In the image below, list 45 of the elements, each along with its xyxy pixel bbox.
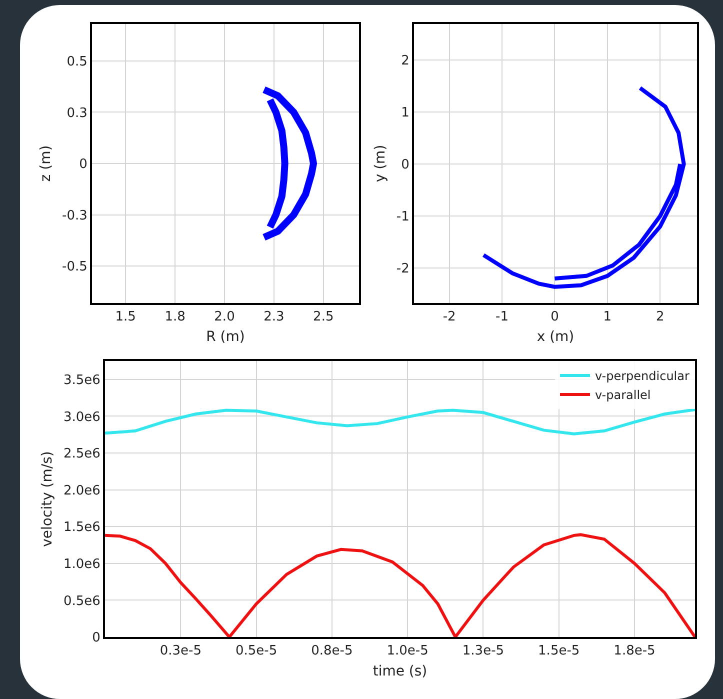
y-axis-title: y (m) bbox=[372, 144, 389, 182]
y-tick-label: -2 bbox=[396, 262, 410, 277]
y-tick-label: 0 bbox=[79, 157, 88, 172]
x-tick-label: 1.8 bbox=[164, 310, 186, 325]
x-tick-label: 2.0 bbox=[214, 310, 235, 325]
x-tick-label: -1 bbox=[496, 310, 508, 325]
y-tick-label: 1 bbox=[401, 106, 410, 121]
y-tick-label: 0.3 bbox=[66, 106, 88, 121]
legend-label: v-parallel bbox=[595, 388, 651, 402]
y-tick-label: -0.5 bbox=[62, 260, 88, 275]
x-axis-title: x (m) bbox=[536, 329, 574, 345]
x-tick-label: 0 bbox=[550, 310, 559, 325]
x-tick-label: 1.5e-5 bbox=[538, 644, 580, 659]
x-tick-label: 2.3 bbox=[264, 310, 284, 325]
y-tick-label: 1.5e6 bbox=[63, 520, 100, 536]
x-tick-label: 0.8e-5 bbox=[311, 644, 353, 659]
line-series bbox=[105, 533, 695, 637]
y-tick-label: 0.5e6 bbox=[63, 594, 100, 609]
x-tick-label: 1.0e-5 bbox=[386, 644, 428, 659]
line-series bbox=[105, 408, 695, 436]
y-tick-label: 3.0e6 bbox=[63, 410, 100, 425]
y-axis-title: velocity (m/s) bbox=[40, 451, 56, 547]
x-tick-label: 2 bbox=[656, 310, 664, 325]
y-tick-label: -0.3 bbox=[62, 208, 88, 224]
x-tick-label: 1.3e-5 bbox=[462, 644, 504, 659]
y-tick-label: 0.5 bbox=[66, 54, 88, 70]
x-tick-label: 0.5e-5 bbox=[235, 644, 278, 659]
y-tick-label: -1 bbox=[396, 210, 410, 225]
y-axis-title: z (m) bbox=[38, 145, 54, 182]
y-tick-label: 2.5e6 bbox=[63, 446, 100, 462]
x-tick-label: 1.8e-5 bbox=[614, 644, 656, 659]
legend-label: v-perpendicular bbox=[595, 369, 690, 384]
x-tick-label: 1 bbox=[603, 310, 612, 325]
y-tick-label: 2.0e6 bbox=[63, 483, 100, 498]
x-tick-label: -2 bbox=[442, 310, 456, 325]
y-tick-label: 0 bbox=[401, 158, 410, 173]
y-tick-label: 0 bbox=[92, 630, 100, 646]
x-tick-label: 1.5 bbox=[115, 310, 136, 325]
x-axis-title: R (m) bbox=[206, 329, 245, 345]
x-axis-title: time (s) bbox=[372, 663, 428, 680]
x-tick-label: 2.5 bbox=[313, 310, 334, 325]
x-tick-label: 0.3e-5 bbox=[160, 644, 202, 659]
y-tick-label: 2 bbox=[401, 53, 410, 68]
y-tick-label: 1.0e6 bbox=[63, 556, 100, 572]
y-tick-label: 3.5e6 bbox=[63, 372, 100, 388]
